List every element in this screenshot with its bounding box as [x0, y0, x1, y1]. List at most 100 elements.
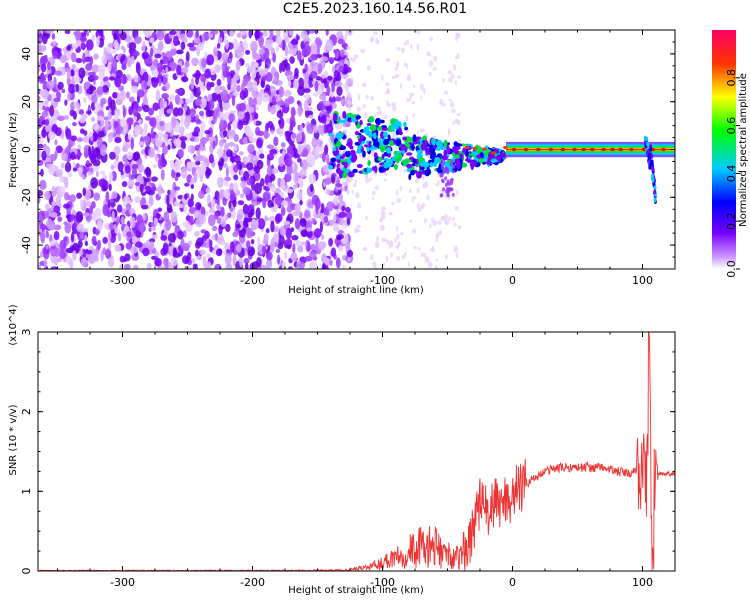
heatmap-noise-cell: [384, 114, 388, 120]
heatmap-noise-cell: [137, 76, 141, 83]
heatmap-noise-cell: [150, 127, 154, 139]
heatmap-noise-cell: [167, 144, 171, 150]
heatmap-noise-cell: [333, 49, 337, 54]
heatmap-noise-cell: [338, 65, 346, 73]
heatmap-noise-cell: [246, 177, 253, 186]
heatmap-signal-cell: [653, 197, 657, 203]
heatmap-noise-cell: [195, 249, 199, 257]
heatmap-noise-cell: [253, 119, 257, 126]
colorbar: [712, 30, 736, 269]
heatmap-noise-cell: [321, 241, 327, 249]
carrier-peak: [618, 147, 624, 152]
heatmap-signal-cell: [647, 154, 651, 160]
heatmap-noise-cell: [299, 211, 303, 220]
heatmap-noise-cell: [178, 126, 185, 135]
heatmap-noise-cell: [167, 207, 173, 214]
heatmap-noise-cell: [227, 74, 232, 85]
heatmap-noise-cell: [210, 198, 216, 209]
heatmap-noise-cell: [42, 32, 48, 45]
heatmap-noise-cell: [42, 105, 46, 111]
heatmap-noise-cell: [158, 78, 162, 87]
heatmap-noise-cell: [54, 139, 58, 146]
heatmap-signal-cell: [419, 138, 423, 144]
heatmap-signal-cell: [347, 159, 352, 164]
heatmap-noise-cell: [266, 59, 270, 68]
heatmap-noise-cell: [343, 52, 349, 56]
heatmap-noise-cell: [85, 39, 94, 51]
heatmap-noise-cell: [394, 237, 397, 243]
heatmap-noise-cell: [296, 35, 300, 41]
heatmap-noise-cell: [297, 106, 303, 117]
heatmap-noise-cell: [178, 149, 184, 158]
heatmap-noise-cell: [200, 137, 208, 145]
heatmap-noise-cell: [399, 83, 402, 90]
heatmap-noise-cell: [343, 63, 349, 75]
heatmap-signal-cell: [359, 119, 363, 126]
heatmap-noise-cell: [451, 109, 456, 114]
heatmap-noise-cell: [109, 151, 116, 160]
heatmap-noise-cell: [93, 53, 99, 60]
heatmap-noise-cell: [269, 30, 274, 36]
heatmap-signal-cell: [377, 126, 383, 131]
heatmap-noise-cell: [309, 183, 314, 193]
heatmap-noise-cell: [250, 239, 255, 245]
heatmap-noise-cell: [410, 44, 413, 49]
heatmap-noise-cell: [386, 87, 390, 93]
heatmap-noise-cell: [72, 110, 78, 120]
heatmap-noise-cell: [273, 203, 278, 213]
heatmap-noise-cell: [284, 173, 292, 183]
heatmap-noise-cell: [193, 210, 202, 219]
heatmap-noise-cell: [247, 227, 254, 239]
heatmap-signal-cell: [479, 152, 484, 158]
heatmap-noise-cell: [132, 152, 139, 162]
heatmap-signal-cell: [651, 177, 655, 183]
heatmap-noise-cell: [303, 88, 311, 94]
heatmap-noise-cell: [134, 181, 141, 187]
heatmap-noise-cell: [162, 145, 168, 156]
heatmap-noise-cell: [154, 257, 162, 267]
heatmap-noise-cell: [126, 151, 133, 161]
heatmap-noise-cell: [196, 154, 205, 162]
heatmap-noise-cell: [97, 130, 105, 138]
heatmap-noise-cell: [100, 100, 104, 108]
heatmap-noise-cell: [63, 236, 68, 243]
heatmap-noise-cell: [381, 206, 386, 211]
heatmap-noise-cell: [55, 127, 62, 137]
heatmap-noise-cell: [272, 52, 277, 63]
heatmap-noise-cell: [40, 55, 49, 65]
heatmap-noise-cell: [154, 153, 159, 162]
heatmap-noise-cell: [215, 205, 222, 210]
heatmap-noise-cell: [456, 32, 461, 39]
heatmap-noise-cell: [50, 266, 58, 269]
heatmap-noise-cell: [263, 185, 267, 190]
heatmap-noise-cell: [394, 73, 400, 79]
heatmap-signal-cell: [645, 136, 649, 142]
heatmap-noise-cell: [236, 243, 242, 253]
carrier-peak: [581, 147, 587, 152]
heatmap-signal-cell: [402, 159, 407, 165]
heatmap-noise-cell: [260, 264, 268, 269]
heatmap-noise-cell: [51, 201, 57, 207]
heatmap-noise-cell: [308, 30, 315, 34]
heatmap-noise-cell: [450, 74, 455, 79]
heatmap-signal-cell: [397, 153, 403, 160]
heatmap-noise-cell: [173, 247, 177, 257]
heatmap-noise-cell: [59, 54, 67, 64]
heatmap-noise-cell: [400, 231, 404, 236]
heatmap-noise-cell: [212, 140, 216, 150]
heatmap-signal-cell: [495, 155, 502, 160]
heatmap-noise-cell: [351, 77, 354, 84]
heatmap-noise-cell: [159, 121, 165, 127]
heatmap-noise-cell: [46, 80, 55, 90]
heatmap-noise-cell: [302, 147, 309, 157]
heatmap-noise-cell: [455, 189, 459, 196]
heatmap-signal-cell: [400, 146, 408, 151]
heatmap-noise-cell: [156, 30, 165, 41]
heatmap-noise-cell: [86, 250, 94, 255]
heatmap-noise-cell: [448, 98, 452, 103]
heatmap-noise-cell: [104, 121, 109, 134]
heatmap-noise-cell: [90, 101, 96, 111]
heatmap-noise-cell: [262, 30, 268, 37]
heatmap-noise-cell: [309, 156, 316, 167]
heatmap-noise-cell: [284, 156, 293, 168]
